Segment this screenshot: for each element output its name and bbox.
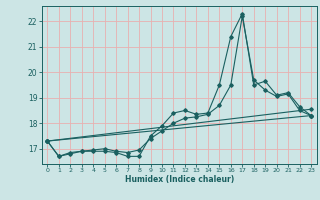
X-axis label: Humidex (Indice chaleur): Humidex (Indice chaleur)	[124, 175, 234, 184]
